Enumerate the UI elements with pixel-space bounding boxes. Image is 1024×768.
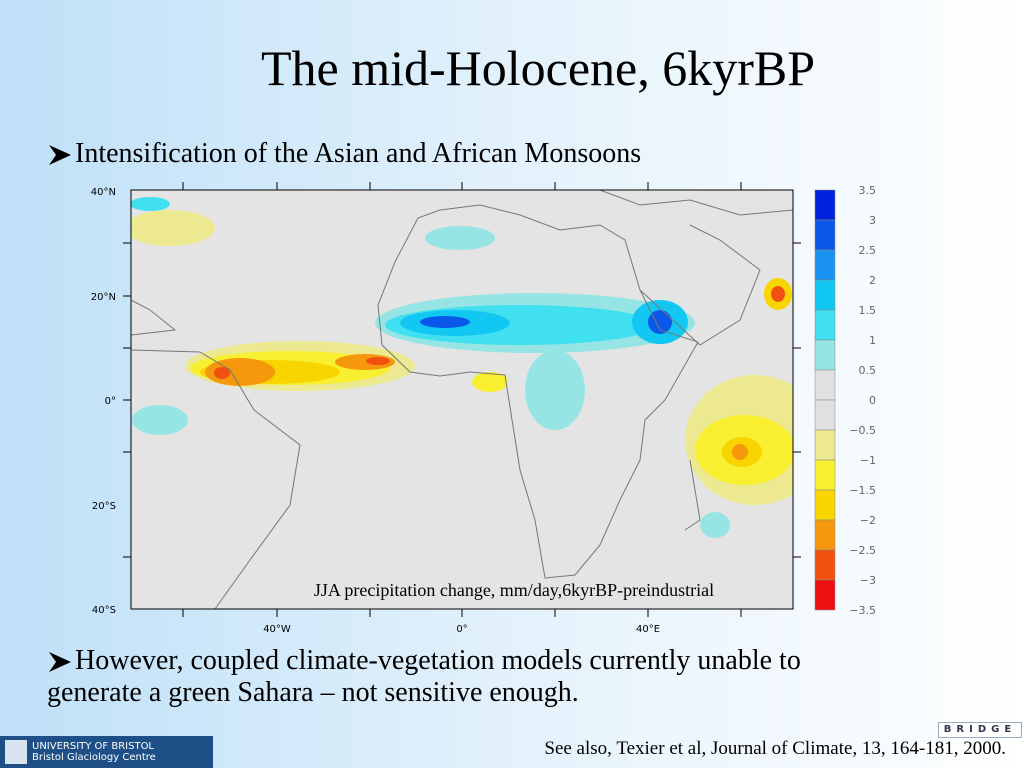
figure: 40°N 20°N 0° 20°S 40°S 40°W 0° 40°E JJA … bbox=[91, 182, 877, 635]
map-background bbox=[131, 190, 793, 609]
colorbar-swatch bbox=[814, 309, 836, 341]
colorbar-swatch bbox=[814, 189, 836, 221]
colorbar-label: 1 bbox=[869, 334, 876, 347]
bridge-logo: BRIDGE bbox=[938, 722, 1022, 738]
bullet-arrow bbox=[49, 145, 71, 165]
colorbar-label: −2 bbox=[860, 514, 876, 527]
lat-label: 40°N bbox=[91, 187, 116, 198]
colorbar-label: −0.5 bbox=[849, 424, 876, 437]
lon-label: 40°W bbox=[263, 624, 291, 635]
colorbar-swatch bbox=[814, 339, 836, 371]
colorbar-swatch bbox=[814, 279, 836, 311]
logo-text: UNIVERSITY OF BRISTOL Bristol Glaciology… bbox=[32, 741, 156, 763]
colorbar-label: 3.5 bbox=[859, 184, 877, 197]
logo-crest bbox=[5, 740, 27, 764]
colorbar-swatch bbox=[814, 579, 836, 611]
colorbar-swatch bbox=[814, 519, 836, 551]
citation: See also, Texier et al, Journal of Clima… bbox=[544, 738, 1006, 759]
colorbar-swatch bbox=[814, 219, 836, 251]
colorbar-label: 1.5 bbox=[859, 304, 877, 317]
lat-label: 20°N bbox=[91, 292, 116, 303]
lat-label: 40°S bbox=[92, 605, 116, 616]
lon-labels: 40°W 0° 40°E bbox=[263, 624, 660, 635]
colorbar-swatch bbox=[814, 549, 836, 581]
lon-label: 40°E bbox=[636, 624, 660, 635]
colorbar-label: −2.5 bbox=[849, 544, 876, 557]
colorbar-label: 3 bbox=[869, 214, 876, 227]
lat-labels: 40°N 20°N 0° 20°S 40°S bbox=[91, 187, 116, 616]
colorbar-swatch bbox=[814, 489, 836, 521]
slide-title: The mid-Holocene, 6kyrBP bbox=[260, 40, 816, 96]
bullet-text: Intensification of the Asian and African… bbox=[75, 138, 642, 169]
colorbar-swatch bbox=[814, 429, 836, 461]
colorbar-label: 0 bbox=[869, 394, 876, 407]
lat-label: 0° bbox=[105, 396, 116, 407]
colorbar-swatch bbox=[814, 459, 836, 491]
colorbar-label: 2.5 bbox=[859, 244, 877, 257]
colorbar-label: −1.5 bbox=[849, 484, 876, 497]
figure-caption: JJA precipitation change, mm/day,6kyrBP-… bbox=[314, 580, 714, 600]
colorbar-swatch bbox=[814, 399, 836, 431]
logo-line: Bristol Glaciology Centre bbox=[32, 752, 156, 763]
lon-label: 0° bbox=[456, 624, 467, 635]
logo-line: UNIVERSITY OF BRISTOL bbox=[32, 741, 155, 752]
colorbar-label: −1 bbox=[860, 454, 876, 467]
colorbar-label: −3.5 bbox=[849, 604, 876, 617]
university-logo: UNIVERSITY OF BRISTOL Bristol Glaciology… bbox=[0, 736, 213, 768]
lat-label: 20°S bbox=[92, 501, 116, 512]
colorbar: 3.5 3 2.5 2 1.5 1 0.5 0 −0.5 −1 −1.5 −2 −2.5 −3 −3.5 bbox=[814, 184, 877, 617]
colorbar-swatch bbox=[814, 369, 836, 401]
colorbar-label: 2 bbox=[869, 274, 876, 287]
ticks bbox=[123, 182, 801, 617]
bullet-arrow bbox=[49, 652, 71, 672]
bullet-text: However, coupled climate-vegetation mode… bbox=[47, 645, 801, 708]
colorbar-swatch bbox=[814, 249, 836, 281]
colorbar-label: −3 bbox=[860, 574, 876, 587]
precip-field bbox=[131, 190, 793, 609]
colorbar-label: 0.5 bbox=[859, 364, 877, 377]
